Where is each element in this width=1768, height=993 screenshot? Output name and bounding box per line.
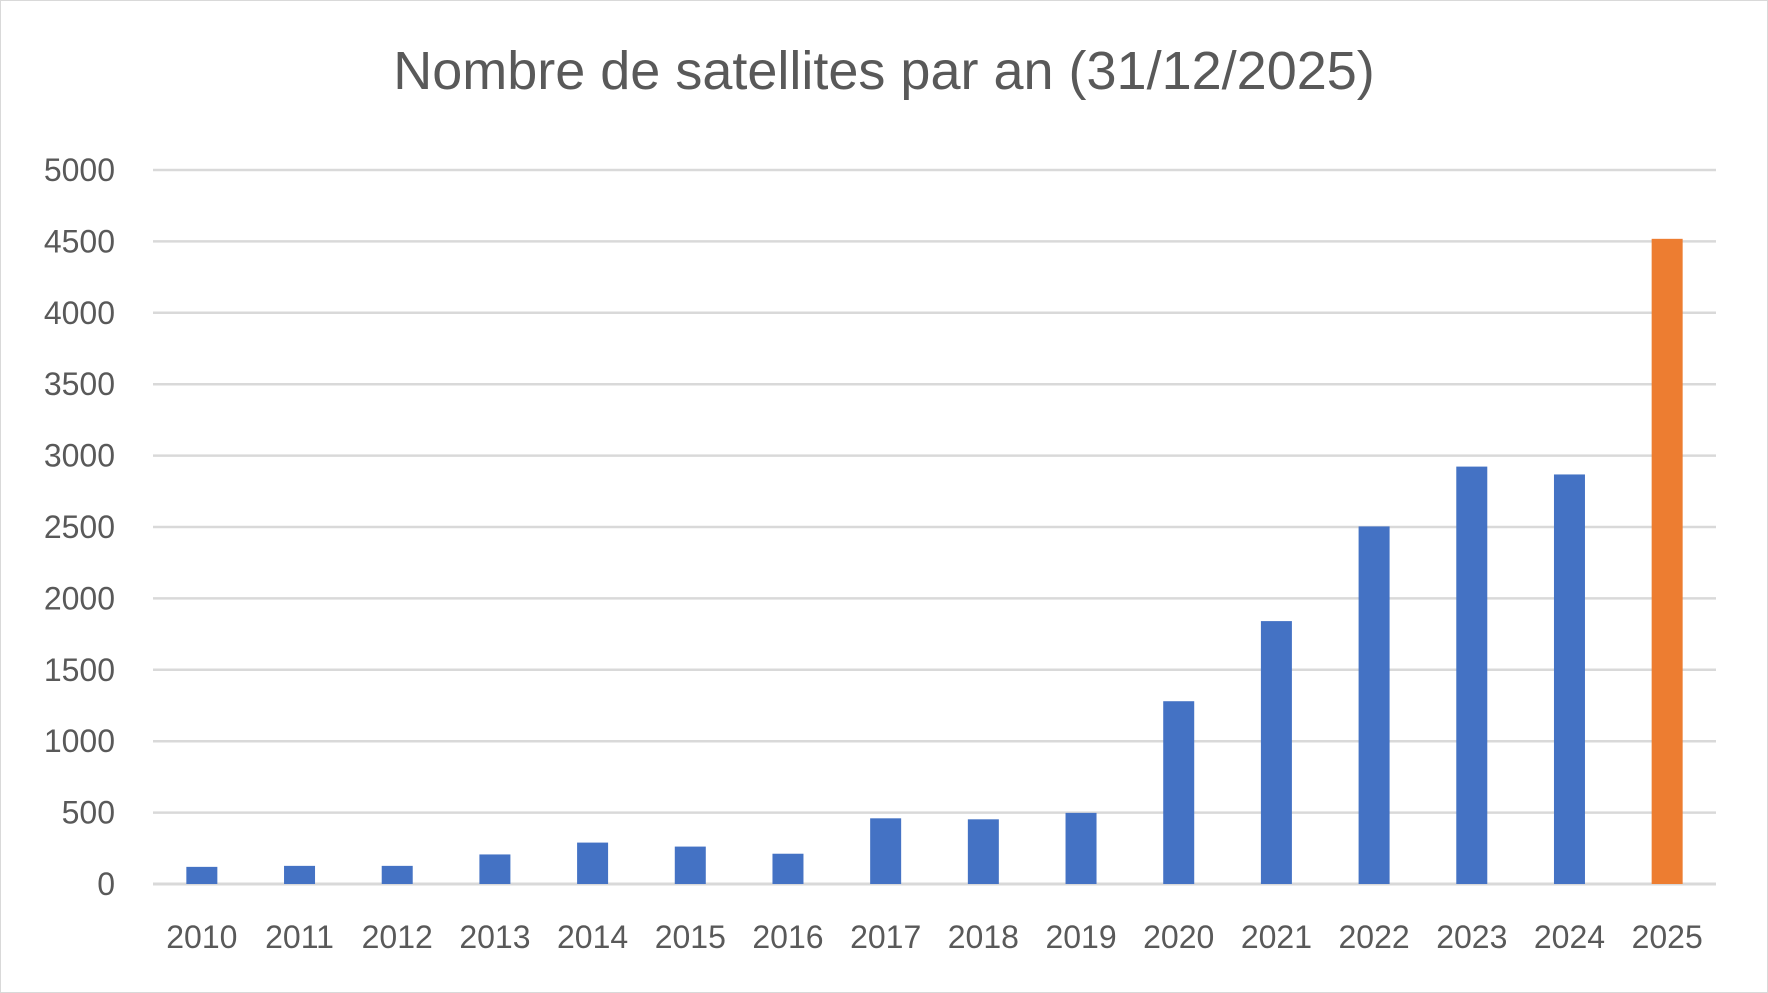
- bar-2019: [1065, 812, 1097, 884]
- bar-2018: [967, 819, 999, 884]
- x-tick-label: 2011: [265, 919, 334, 955]
- bar-2024: [1553, 474, 1585, 884]
- y-tick-label: 4000: [44, 295, 115, 331]
- x-tick-label: 2021: [1241, 919, 1312, 955]
- bar-2012: [381, 865, 413, 884]
- bar-2020: [1163, 701, 1195, 884]
- y-tick-label: 2000: [44, 580, 115, 616]
- x-tick-label: 2020: [1143, 919, 1214, 955]
- x-tick-label: 2025: [1632, 919, 1703, 955]
- x-tick-label: 2015: [655, 919, 726, 955]
- bar-2015: [674, 846, 706, 884]
- x-tick-label: 2013: [459, 919, 530, 955]
- x-tick-label: 2016: [752, 919, 823, 955]
- x-tick-label: 2017: [850, 919, 921, 955]
- y-tick-label: 4500: [44, 223, 115, 259]
- y-tick-label: 3500: [44, 366, 115, 402]
- bar-2016: [772, 853, 804, 884]
- bar-2010: [186, 866, 218, 884]
- y-tick-label: 5000: [44, 152, 115, 188]
- bar-2014: [577, 842, 609, 884]
- x-tick-label: 2023: [1436, 919, 1507, 955]
- y-tick-label: 1000: [44, 723, 115, 759]
- x-tick-label: 2012: [362, 919, 433, 955]
- y-tick-label: 0: [97, 866, 115, 902]
- bar-2011: [284, 865, 316, 884]
- bar-2023: [1456, 466, 1488, 884]
- x-tick-label: 2010: [166, 919, 237, 955]
- bar-2021: [1260, 621, 1292, 884]
- y-tick-label: 500: [62, 795, 115, 831]
- x-tick-label: 2014: [557, 919, 628, 955]
- x-tick-label: 2018: [948, 919, 1019, 955]
- y-tick-label: 3000: [44, 438, 115, 474]
- x-tick-label: 2022: [1339, 919, 1410, 955]
- y-tick-label: 2500: [44, 509, 115, 545]
- x-tick-label: 2019: [1045, 919, 1116, 955]
- x-tick-label: 2024: [1534, 919, 1605, 955]
- bar-2025: [1651, 238, 1683, 885]
- bar-2013: [479, 854, 511, 884]
- y-tick-label: 1500: [44, 652, 115, 688]
- bar-2022: [1358, 526, 1390, 884]
- bar-2017: [870, 818, 902, 884]
- chart-title: Nombre de satellites par an (31/12/2025): [393, 41, 1375, 101]
